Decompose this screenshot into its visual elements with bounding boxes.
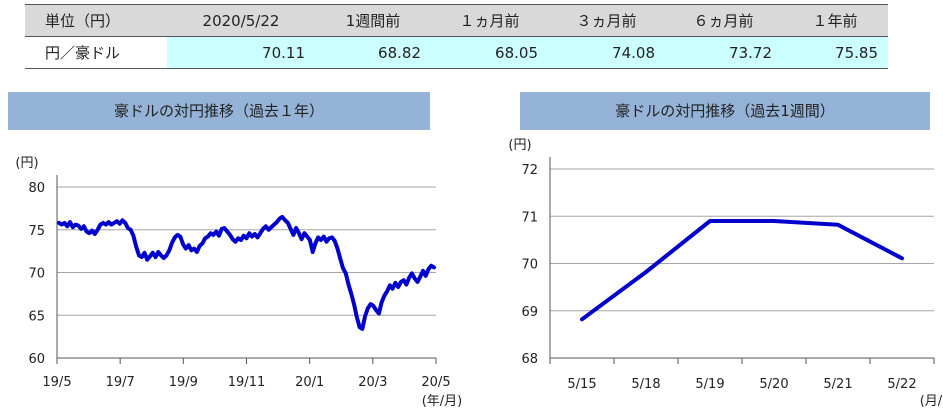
weekly-y-tick-label: 72: [521, 163, 538, 178]
rate-table-value-row: 円／豪ドル 70.11 68.82 68.05 74.08 73.72 75.8…: [25, 36, 888, 69]
yearly-x-axis-label: (年/月): [422, 394, 463, 409]
weekly-x-tick-label: 5/18: [631, 377, 660, 392]
yearly-x-tick-label: 19/5: [42, 375, 71, 390]
yearly-x-tick-label: 20/1: [295, 375, 324, 390]
weekly-y-tick-label: 70: [521, 258, 538, 273]
value-current-cell: 70.11: [167, 36, 315, 69]
yearly-y-tick-label: 60: [28, 352, 45, 367]
yearly-y-axis-label: (円): [15, 156, 38, 171]
weekly-x-axis-label: (月/日): [920, 394, 943, 409]
weekly-y-tick-label: 69: [521, 305, 538, 320]
value-1week-cell: 68.82: [315, 36, 431, 69]
value-3month-cell: 74.08: [548, 36, 665, 69]
yearly-y-tick-label: 75: [28, 224, 45, 239]
yearly-y-tick-label: 80: [28, 181, 45, 196]
rate-table: 単位（円） 2020/5/22 1週間前 １ヵ月前 ３ヵ月前 ６ヵ月前 １年前 …: [25, 4, 888, 69]
weekly-y-axis-label: (円): [508, 138, 531, 153]
yearly-x-tick-label: 20/3: [358, 375, 387, 390]
weekly-series-line: [580, 219, 904, 322]
weekly-chart-title: 豪ドルの対円推移（過去1週間）: [520, 92, 930, 130]
yearly-y-tick-label: 70: [28, 267, 45, 282]
weekly-x-tick-label: 5/20: [759, 377, 788, 392]
yearly-chart-title: 豪ドルの対円推移（過去１年）: [8, 92, 430, 130]
weekly-y-tick-label: 71: [521, 210, 538, 225]
header-1year-cell: １年前: [782, 4, 888, 37]
header-1week-cell: 1週間前: [315, 4, 431, 37]
header-6month-cell: ６ヵ月前: [665, 4, 782, 37]
row-label-cell: 円／豪ドル: [25, 36, 167, 69]
value-6month-cell: 73.72: [665, 36, 782, 69]
yearly-y-tick-label: 65: [28, 309, 45, 324]
weekly-x-tick-label: 5/21: [823, 377, 852, 392]
rate-table-header-row: 単位（円） 2020/5/22 1週間前 １ヵ月前 ３ヵ月前 ６ヵ月前 １年前: [25, 4, 888, 37]
value-1year-cell: 75.85: [782, 36, 888, 69]
weekly-x-tick-label: 5/19: [695, 377, 724, 392]
weekly-x-tick-label: 5/22: [887, 377, 916, 392]
yearly-series-line: [57, 214, 436, 331]
header-1month-cell: １ヵ月前: [431, 4, 548, 37]
yearly-x-tick-label: 19/11: [228, 375, 265, 390]
weekly-x-tick-label: 5/15: [567, 377, 596, 392]
header-date-cell: 2020/5/22: [167, 4, 315, 37]
unit-header-cell: 単位（円）: [25, 4, 167, 37]
yearly-x-tick-label: 19/7: [106, 375, 135, 390]
yearly-x-tick-label: 19/9: [169, 375, 198, 390]
yearly-x-tick-label: 20/5: [421, 375, 450, 390]
header-3month-cell: ３ヵ月前: [548, 4, 665, 37]
value-1month-cell: 68.05: [431, 36, 548, 69]
weekly-y-tick-label: 68: [521, 352, 538, 367]
